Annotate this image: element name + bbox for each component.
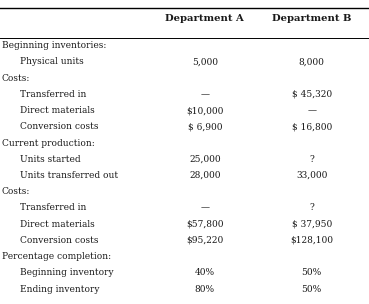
Text: Department A: Department A — [165, 14, 244, 23]
Text: ?: ? — [310, 155, 314, 164]
Text: 80%: 80% — [195, 285, 215, 294]
Text: Department B: Department B — [272, 14, 352, 23]
Text: Beginning inventories:: Beginning inventories: — [2, 41, 106, 50]
Text: $ 16,800: $ 16,800 — [292, 122, 332, 131]
Text: ?: ? — [310, 203, 314, 212]
Text: 5,000: 5,000 — [192, 57, 218, 66]
Text: Direct materials: Direct materials — [20, 106, 95, 115]
Text: Conversion costs: Conversion costs — [20, 122, 99, 131]
Text: 50%: 50% — [302, 285, 322, 294]
Text: 40%: 40% — [195, 268, 215, 278]
Text: Costs:: Costs: — [2, 187, 30, 196]
Text: —: — — [200, 203, 209, 212]
Text: Units started: Units started — [20, 155, 81, 164]
Text: $ 45,320: $ 45,320 — [292, 90, 332, 99]
Text: Physical units: Physical units — [20, 57, 84, 66]
Text: Units transferred out: Units transferred out — [20, 171, 118, 180]
Text: —: — — [200, 90, 209, 99]
Text: $57,800: $57,800 — [186, 220, 224, 229]
Text: Ending inventory: Ending inventory — [20, 285, 100, 294]
Text: Transferred in: Transferred in — [20, 90, 87, 99]
Text: —: — — [307, 106, 316, 115]
Text: Beginning inventory: Beginning inventory — [20, 268, 114, 278]
Text: Transferred in: Transferred in — [20, 203, 87, 212]
Text: $ 6,900: $ 6,900 — [187, 122, 222, 131]
Text: 50%: 50% — [302, 268, 322, 278]
Text: 33,000: 33,000 — [296, 171, 328, 180]
Text: Percentage completion:: Percentage completion: — [2, 252, 111, 261]
Text: $10,000: $10,000 — [186, 106, 224, 115]
Text: $ 37,950: $ 37,950 — [292, 220, 332, 229]
Text: 28,000: 28,000 — [189, 171, 221, 180]
Text: Conversion costs: Conversion costs — [20, 236, 99, 245]
Text: Costs:: Costs: — [2, 74, 30, 82]
Text: Current production:: Current production: — [2, 139, 94, 147]
Text: $95,220: $95,220 — [186, 236, 223, 245]
Text: 25,000: 25,000 — [189, 155, 221, 164]
Text: $128,100: $128,100 — [290, 236, 333, 245]
Text: 8,000: 8,000 — [299, 57, 325, 66]
Text: Direct materials: Direct materials — [20, 220, 95, 229]
